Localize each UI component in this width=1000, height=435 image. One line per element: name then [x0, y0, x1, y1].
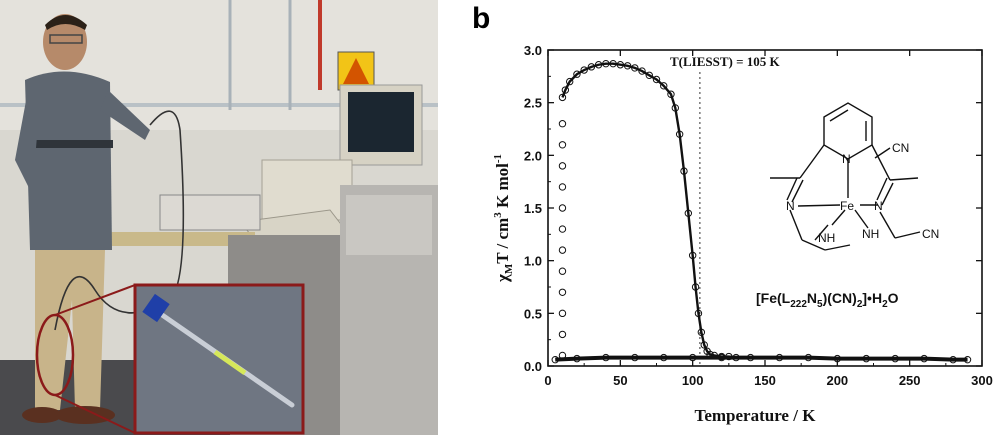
data-point	[660, 82, 668, 90]
data-point	[631, 353, 639, 362]
data-point	[775, 353, 784, 362]
atom-n-pyridine: N	[842, 152, 851, 166]
person	[15, 14, 150, 424]
y-tick-label: 1.0	[524, 254, 542, 269]
data-point	[558, 204, 567, 212]
data-point	[746, 353, 755, 362]
x-tick-label: 0	[544, 373, 551, 388]
data-point	[700, 341, 708, 349]
series-line	[561, 62, 737, 359]
data-point	[660, 353, 668, 362]
data-point	[645, 71, 653, 79]
data-point	[652, 75, 661, 84]
data-point	[697, 328, 706, 336]
data-point	[631, 64, 639, 72]
data-point	[558, 183, 567, 191]
cyanide-top: CN	[892, 141, 909, 155]
data-point	[920, 354, 928, 363]
x-tick-label: 250	[899, 373, 921, 388]
data-point	[558, 267, 567, 275]
data-point	[891, 354, 899, 363]
y-tick-label: 2.5	[524, 96, 542, 111]
y-axis-title: χMT / cm3 K mol-1	[492, 154, 515, 283]
data-point	[558, 120, 567, 128]
data-point	[963, 355, 972, 364]
y-tick-label: 3.0	[524, 43, 542, 58]
data-point	[804, 353, 813, 362]
computer-base	[261, 159, 353, 221]
data-point	[862, 354, 870, 363]
data-point	[558, 225, 567, 233]
y-tick-label: 0.0	[524, 359, 542, 374]
data-point	[587, 63, 596, 71]
series-line	[555, 355, 968, 362]
data-point	[684, 209, 693, 217]
data-point	[691, 283, 700, 291]
data-point	[566, 77, 574, 86]
data-point	[688, 251, 697, 260]
data-point	[573, 354, 581, 363]
y-tick-label: 0.5	[524, 306, 542, 321]
x-tick-label: 100	[682, 373, 704, 388]
data-point	[680, 167, 688, 175]
data-point	[833, 354, 842, 363]
y-tick-label: 1.5	[524, 201, 542, 216]
data-point	[667, 90, 675, 98]
x-tick-label: 50	[613, 373, 627, 388]
data-point	[580, 66, 588, 74]
y-tick-label: 2.0	[524, 148, 542, 163]
data-point	[602, 59, 610, 68]
data-point	[609, 59, 617, 68]
data-point	[638, 67, 646, 75]
tick-labels: 0 50 100 150 200 250 300 0.0 0.5 1.0 1.5 2.0 2.5 3.0	[524, 43, 993, 388]
panel-label-b: b	[472, 2, 491, 35]
data-point	[558, 141, 567, 149]
compound-formula: [Fe(L222N5)(CN)2]•H2O	[756, 290, 899, 310]
molecular-structure	[770, 102, 921, 251]
atom-nh-right: NH	[862, 227, 879, 241]
inset-sample-tube	[133, 283, 305, 435]
data-point	[558, 93, 567, 102]
x-tick-label: 300	[971, 373, 993, 388]
atom-nh-left: NH	[818, 231, 835, 245]
data-point	[717, 353, 726, 362]
susceptibility-chart: 0 50 100 150 200 250 300 0.0 0.5 1.0 1.5 2.0 2.5 3.0 …	[470, 0, 1000, 435]
data-point	[616, 61, 625, 69]
data-point	[602, 353, 610, 362]
data-point	[573, 70, 581, 78]
data-point	[949, 355, 957, 364]
laser-unit	[159, 194, 261, 231]
atom-n-right: N	[874, 199, 883, 213]
data-point	[558, 162, 567, 170]
data-point	[694, 309, 703, 318]
data-point	[558, 288, 567, 296]
data-point	[561, 86, 570, 94]
data-point	[675, 130, 684, 138]
cyanide-bottom: CN	[922, 227, 939, 241]
data-point	[558, 246, 567, 254]
data-point	[594, 61, 603, 69]
plot-axes	[547, 49, 983, 367]
x-tick-label: 150	[754, 373, 776, 388]
data-point	[688, 353, 697, 362]
data-series	[551, 59, 972, 364]
data-point	[558, 330, 567, 339]
x-axis-title: Temperature / K	[695, 406, 817, 425]
data-point	[623, 62, 632, 70]
plot-frame	[547, 49, 983, 367]
atom-fe: Fe	[840, 199, 854, 213]
liesst-annotation: T(LIESST) = 105 K	[670, 54, 781, 69]
data-point	[558, 309, 567, 318]
data-point	[551, 355, 559, 364]
data-point	[671, 104, 680, 112]
atom-n-left: N	[786, 199, 795, 213]
x-tick-label: 200	[826, 373, 848, 388]
lab-photograph	[0, 0, 438, 435]
